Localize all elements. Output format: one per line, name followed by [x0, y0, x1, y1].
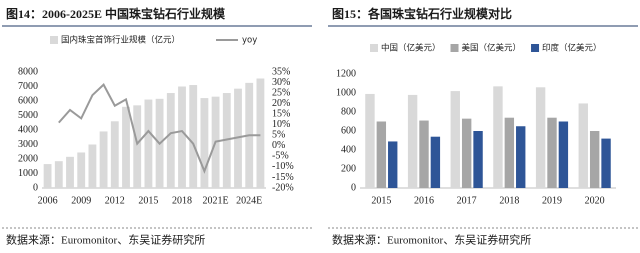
- bar: [222, 93, 231, 188]
- y2-tick-label: -15%: [272, 172, 294, 183]
- y2-tick-label: 35%: [272, 66, 290, 77]
- bar: [110, 121, 119, 188]
- bar: [77, 152, 86, 188]
- bar: [133, 105, 142, 188]
- bar: [578, 103, 588, 188]
- legend-swatch: [370, 44, 378, 52]
- legend-label: 中国（亿美元）: [381, 43, 441, 54]
- bar: [473, 131, 483, 188]
- x-tick-label: 2019: [542, 195, 562, 206]
- bar: [535, 87, 546, 188]
- y-tick-label: 800: [341, 106, 356, 117]
- y-tick-label: 2000: [18, 153, 38, 164]
- y-tick-label: 5000: [18, 110, 38, 121]
- bar: [430, 136, 441, 188]
- y2-tick-label: -20%: [272, 182, 294, 193]
- x-tick-label: 2024E: [236, 195, 262, 206]
- chart-title: 图14：2006-2025E 中国珠宝钻石行业规模: [6, 6, 226, 21]
- y-tick-label: 0: [351, 182, 356, 193]
- y-tick-label: 8000: [18, 66, 38, 77]
- y2-tick-label: -10%: [272, 161, 294, 172]
- y-tick-label: 400: [341, 144, 356, 155]
- source: 数据来源：Euromonitor、东吴证券研究所: [332, 233, 531, 247]
- bar: [504, 117, 515, 188]
- legend-label: yoy: [242, 36, 257, 46]
- bar: [178, 86, 186, 188]
- y-tick-label: 200: [341, 163, 356, 174]
- y2-tick-label: 10%: [272, 119, 290, 130]
- y2-tick-label: 25%: [272, 87, 290, 98]
- bar: [376, 121, 387, 188]
- x-tick-label: 2020: [585, 195, 605, 206]
- legend-swatch: [450, 44, 459, 52]
- bar: [365, 93, 375, 188]
- legend-label: 国内珠宝首饰行业规模（亿元）: [61, 35, 180, 46]
- x-tick-label: 2017: [457, 195, 477, 206]
- bar: [66, 156, 74, 188]
- y-tick-label: 1200: [336, 68, 356, 79]
- bar: [461, 118, 472, 188]
- source: 数据来源：Euromonitor、东吴证券研究所: [6, 233, 205, 247]
- bar: [419, 120, 429, 188]
- y-tick-label: 6000: [18, 95, 38, 106]
- y-tick-label: 1000: [18, 168, 38, 179]
- x-tick-label: 2012: [105, 195, 125, 206]
- bar: [256, 78, 265, 188]
- y2-tick-label: 20%: [272, 98, 290, 109]
- chart-title: 图15：各国珠宝钻石行业规模对比: [332, 6, 512, 21]
- x-tick-label: 2021E: [203, 195, 229, 206]
- legend-swatch: [531, 44, 540, 52]
- bar: [43, 164, 52, 188]
- legend-label: 美国（亿美元）: [462, 43, 522, 54]
- bar: [601, 138, 611, 188]
- y2-tick-label: 15%: [272, 108, 290, 119]
- y-tick-label: 4000: [18, 124, 38, 135]
- bar: [189, 85, 198, 188]
- y2-tick-label: 5%: [272, 130, 285, 141]
- bar: [407, 94, 418, 188]
- bar: [547, 117, 557, 188]
- legend-swatch: [50, 36, 58, 44]
- bar: [388, 141, 398, 188]
- bar: [450, 91, 460, 188]
- bar: [200, 98, 209, 188]
- y-tick-label: 7000: [18, 81, 38, 92]
- y2-tick-label: 30%: [272, 77, 290, 88]
- y-tick-label: 0: [33, 182, 38, 193]
- bar: [558, 121, 569, 188]
- line: [58, 83, 261, 174]
- y2-tick-label: -5%: [272, 151, 289, 162]
- x-tick-label: 2015: [371, 195, 391, 206]
- bar: [166, 93, 175, 188]
- y-tick-label: 1000: [336, 87, 356, 98]
- legend-label: 印度（亿美元）: [542, 43, 602, 54]
- bar: [589, 131, 600, 188]
- bar: [88, 144, 97, 188]
- x-tick-label: 2006: [38, 195, 58, 206]
- x-tick-label: 2009: [71, 195, 91, 206]
- bar: [122, 106, 130, 188]
- y-tick-label: 3000: [18, 139, 38, 150]
- bar: [144, 99, 153, 188]
- x-tick-label: 2018: [172, 195, 192, 206]
- bar: [516, 126, 526, 188]
- x-tick-label: 2016: [414, 195, 434, 206]
- y2-tick-label: 0%: [272, 140, 285, 151]
- x-tick-label: 2015: [138, 195, 158, 206]
- x-tick-label: 2018: [499, 195, 519, 206]
- y-tick-label: 600: [341, 125, 356, 136]
- bar: [54, 161, 63, 188]
- bar: [99, 131, 108, 188]
- bar: [493, 86, 503, 188]
